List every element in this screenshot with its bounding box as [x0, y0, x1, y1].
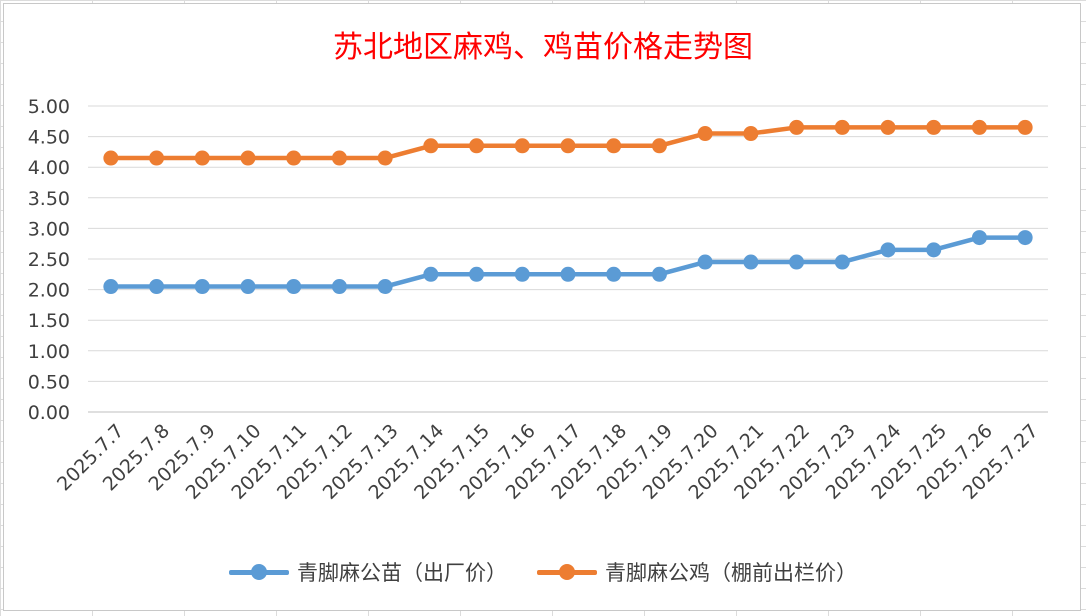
data-point-2 — [697, 126, 713, 142]
data-point-1 — [606, 266, 622, 282]
y-tick-label: 5.00 — [28, 96, 70, 118]
chart-area[interactable] — [3, 3, 1081, 611]
data-point-1 — [834, 254, 850, 270]
data-point-1 — [423, 266, 439, 282]
data-point-1 — [377, 279, 393, 295]
chart-title: 苏北地区麻鸡、鸡苗价格走势图 — [333, 30, 753, 65]
legend-entry-2: 青脚麻公鸡（棚前出栏价） — [537, 557, 857, 587]
data-point-1 — [514, 266, 530, 282]
y-tick-label: 2.50 — [28, 249, 70, 271]
data-point-2 — [834, 119, 850, 135]
data-point-2 — [103, 150, 119, 166]
data-point-2 — [240, 150, 256, 166]
data-point-1 — [103, 279, 119, 295]
data-point-1 — [331, 279, 347, 295]
y-tick-label: 3.00 — [28, 218, 70, 240]
y-tick-label: 0.50 — [28, 371, 70, 393]
data-point-2 — [149, 150, 165, 166]
data-point-2 — [971, 119, 987, 135]
data-point-2 — [743, 126, 759, 142]
legend-label: 青脚麻公鸡（棚前出栏价） — [605, 561, 857, 585]
data-point-2 — [560, 138, 576, 154]
legend-entry-1: 青脚麻公苗（出厂价） — [229, 557, 507, 587]
legend-swatch — [229, 563, 289, 581]
data-point-2 — [1017, 119, 1033, 135]
data-point-2 — [926, 119, 942, 135]
data-point-2 — [286, 150, 302, 166]
data-point-2 — [423, 138, 439, 154]
data-point-2 — [331, 150, 347, 166]
data-point-1 — [789, 254, 805, 270]
data-point-2 — [194, 150, 210, 166]
data-point-1 — [926, 242, 942, 258]
y-tick-label: 0.00 — [28, 402, 70, 424]
y-tick-label: 2.00 — [28, 280, 70, 302]
data-point-1 — [149, 279, 165, 295]
data-point-2 — [514, 138, 530, 154]
chart-legend: 青脚麻公苗（出厂价） 青脚麻公鸡（棚前出栏价） — [0, 557, 1086, 587]
data-point-1 — [286, 279, 302, 295]
data-point-1 — [560, 266, 576, 282]
data-point-1 — [194, 279, 210, 295]
data-point-2 — [789, 119, 805, 135]
data-point-1 — [880, 242, 896, 258]
y-tick-label: 3.50 — [28, 188, 70, 210]
data-point-2 — [651, 138, 667, 154]
data-point-2 — [469, 138, 485, 154]
data-point-1 — [971, 230, 987, 246]
data-point-2 — [377, 150, 393, 166]
legend-label: 青脚麻公苗（出厂价） — [297, 561, 507, 585]
y-tick-label: 4.00 — [28, 157, 70, 179]
legend-swatch — [537, 563, 597, 581]
data-point-2 — [606, 138, 622, 154]
data-point-1 — [469, 266, 485, 282]
data-point-1 — [240, 279, 256, 295]
data-point-1 — [1017, 230, 1033, 246]
data-point-1 — [697, 254, 713, 270]
y-tick-label: 1.50 — [28, 310, 70, 332]
y-tick-label: 1.00 — [28, 341, 70, 363]
data-point-1 — [651, 266, 667, 282]
data-point-1 — [743, 254, 759, 270]
data-point-2 — [880, 119, 896, 135]
y-tick-label: 4.50 — [28, 127, 70, 149]
